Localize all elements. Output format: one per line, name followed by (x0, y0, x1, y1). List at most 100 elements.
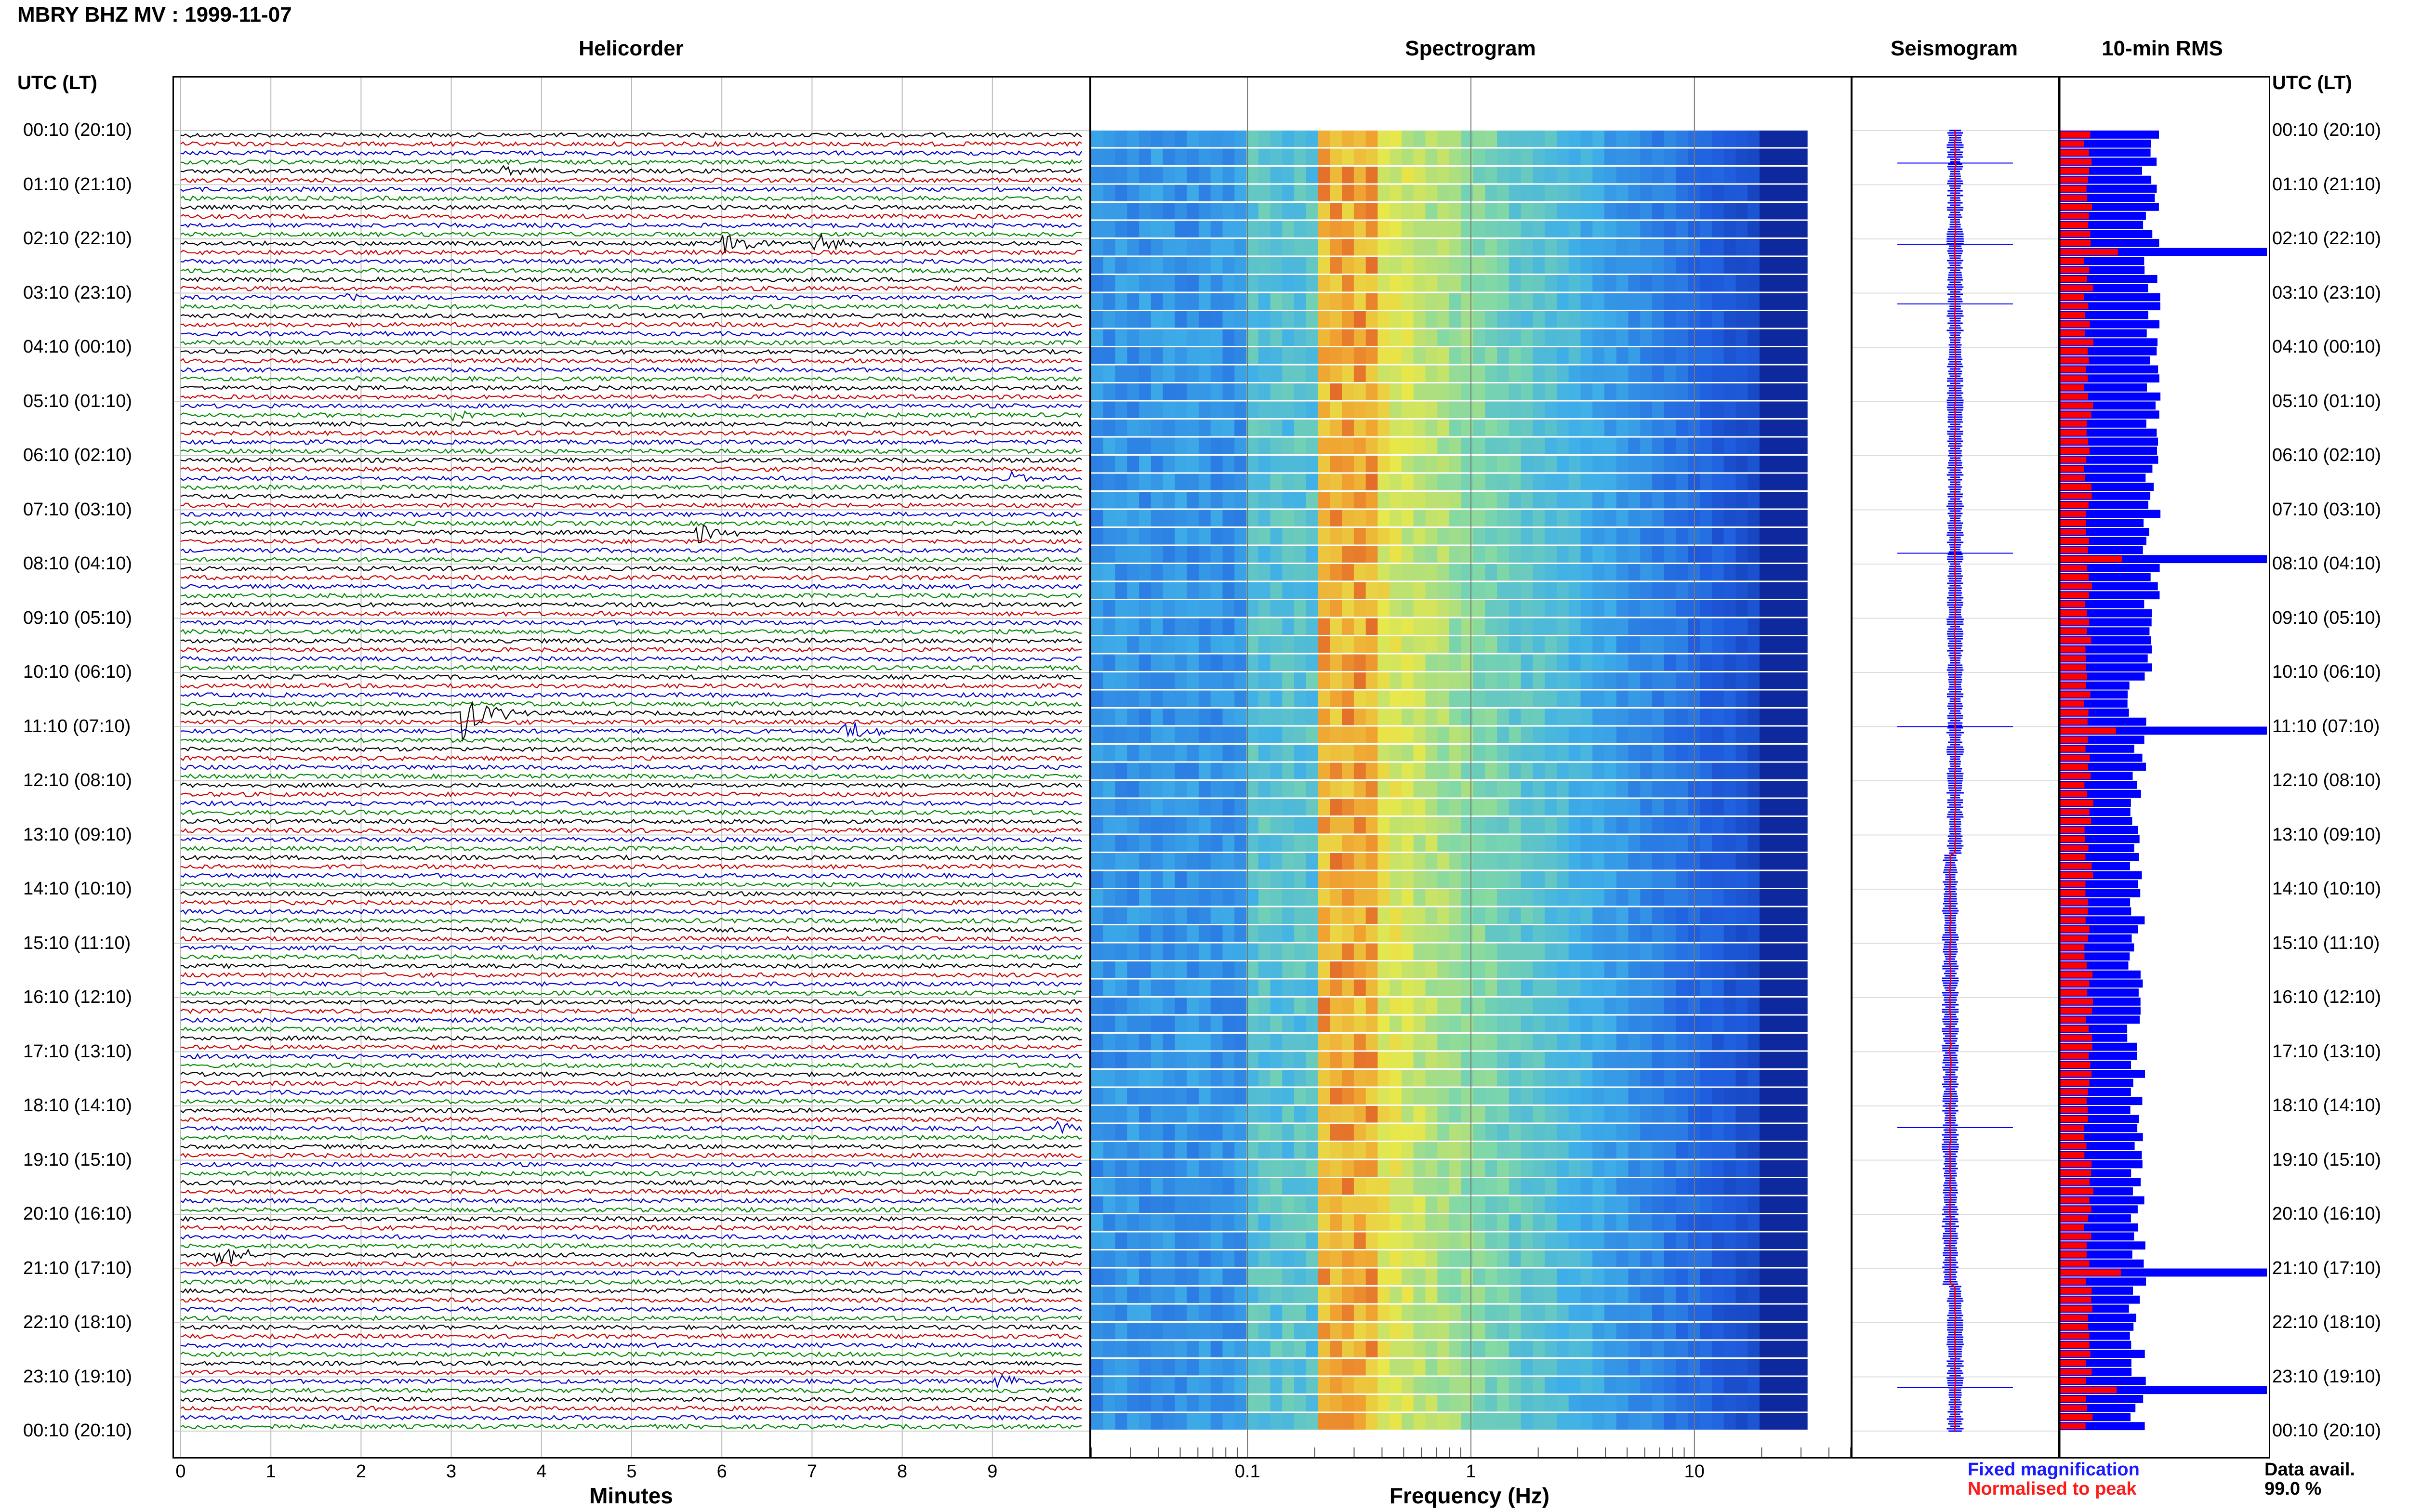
spectrogram-cell (1342, 1124, 1354, 1141)
spectrogram-cell (1461, 672, 1474, 689)
spectrogram-cell (1795, 690, 1808, 707)
spectrogram-cell (1306, 1341, 1319, 1357)
spectrogram-cell (1353, 1178, 1366, 1195)
spectrogram-cell (1258, 817, 1271, 834)
spectrogram-cell (1676, 799, 1689, 815)
spectrogram-cell (1282, 889, 1295, 906)
spectrogram-cell (1425, 1341, 1438, 1357)
spectrogram-cell (1449, 1232, 1462, 1249)
spectrogram-cell (1091, 835, 1104, 852)
spectrogram-cell (1485, 1377, 1497, 1394)
rms-normalised-bar (2060, 718, 2088, 725)
spectrogram-cell (1592, 1070, 1605, 1087)
spectrogram-cell (1246, 600, 1259, 617)
spectrogram-cell (1461, 618, 1474, 635)
spectrogram-cell (1545, 979, 1557, 996)
spectrogram-cell (1557, 726, 1569, 743)
spectrogram-cell (1568, 1377, 1581, 1394)
spectrogram-cell (1592, 1196, 1605, 1213)
utc-head-left: UTC (LT) (17, 72, 97, 93)
spectrogram-cell (1568, 1142, 1581, 1159)
spectrogram-cell (1258, 1232, 1271, 1249)
spectrogram-cell (1795, 1304, 1808, 1321)
spectrogram-cell (1509, 401, 1522, 418)
spectrogram-cell (1282, 600, 1295, 617)
spectrogram-cell (1270, 1323, 1283, 1340)
spectrogram-cell (1318, 709, 1330, 725)
spectrogram-cell (1210, 871, 1223, 888)
spectrogram-cell (1771, 1304, 1784, 1321)
spectrogram-cell (1580, 618, 1593, 635)
spectrogram-cell (1473, 347, 1485, 364)
spectrogram-cell (1497, 1395, 1509, 1412)
spectrogram-cell (1747, 1142, 1760, 1159)
spectrogram-cell (1377, 745, 1390, 762)
spectrogram-cell (1175, 275, 1187, 292)
spectrogram-cell (1270, 726, 1283, 743)
spectrogram-cell (1485, 889, 1497, 906)
spectrogram-cell (1580, 907, 1593, 924)
spectrogram-cell (1091, 365, 1104, 382)
spectrogram-cell (1390, 654, 1402, 671)
spectrogram-cell (1342, 1304, 1354, 1321)
spectrogram-cell (1330, 1359, 1342, 1376)
spectrogram-cell (1091, 961, 1104, 978)
spectrogram-cell (1187, 799, 1199, 815)
spectrogram-cell (1723, 835, 1736, 852)
spectrogram-cell (1461, 1160, 1474, 1177)
spectrogram-cell (1103, 1341, 1116, 1357)
spectrogram-cell (1163, 654, 1175, 671)
spectrogram-cell (1353, 203, 1366, 220)
spectrogram-cell (1449, 582, 1462, 599)
spectrogram-cell (1521, 582, 1534, 599)
spectrogram-cell (1568, 275, 1581, 292)
helicorder-trace (180, 791, 1082, 798)
spectrogram-cell (1377, 131, 1390, 147)
spectrogram-cell (1175, 763, 1187, 779)
spectrogram-cell (1222, 1359, 1235, 1376)
spectrogram-cell (1652, 1178, 1665, 1195)
spectrogram-cell (1187, 690, 1199, 707)
spectrogram-cell (1222, 437, 1235, 454)
spectrogram-cell (1210, 799, 1223, 815)
spectrogram-cell (1545, 654, 1557, 671)
spectrogram-cell (1234, 1214, 1247, 1231)
rms-normalised-bar (2060, 782, 2085, 788)
helicorder-trace (180, 195, 1082, 201)
spectrogram-cell (1461, 582, 1474, 599)
spectrogram-cell (1103, 1304, 1116, 1321)
spectrogram-cell (1306, 1287, 1319, 1303)
spectrogram-cell (1330, 1015, 1342, 1032)
spectrogram-cell (1163, 853, 1175, 870)
spectrogram-cell (1676, 167, 1689, 184)
spectrogram-cell (1521, 1106, 1534, 1123)
spectrogram-cell (1640, 654, 1653, 671)
spectrogram-cell (1497, 329, 1509, 346)
spectrogram-cell (1604, 1106, 1617, 1123)
spectrogram-cell (1545, 311, 1557, 328)
spectrogram-cell (1437, 1377, 1450, 1394)
spectrogram-cell (1139, 1377, 1152, 1394)
spectrogram-cell (1163, 257, 1175, 274)
spectrogram-cell (1712, 383, 1724, 400)
spectrogram-cell (1151, 1178, 1164, 1195)
spectrogram-cell (1163, 347, 1175, 364)
data-avail-value: 99.0 % (2264, 1479, 2322, 1499)
spectrogram-cell (1377, 184, 1390, 201)
spectrogram-cell (1628, 1214, 1641, 1231)
spectrogram-cell (1294, 654, 1307, 671)
spectrogram-cell (1187, 618, 1199, 635)
spectrogram-cell (1306, 835, 1319, 852)
spectrogram-cell (1760, 871, 1772, 888)
spectrogram-cell (1306, 437, 1319, 454)
spectrogram-cell (1413, 1196, 1426, 1213)
spectrogram-cell (1390, 148, 1402, 165)
spectrogram-cell (1258, 420, 1271, 436)
spectrogram-cell (1246, 383, 1259, 400)
spectrogram-cell (1533, 329, 1545, 346)
spectrogram-cell (1294, 1268, 1307, 1285)
row-label-left: 01:10 (21:10) (23, 174, 132, 195)
spectrogram-cell (1676, 221, 1689, 237)
spectrogram-cell (1175, 690, 1187, 707)
spectrogram-cell (1652, 329, 1665, 346)
